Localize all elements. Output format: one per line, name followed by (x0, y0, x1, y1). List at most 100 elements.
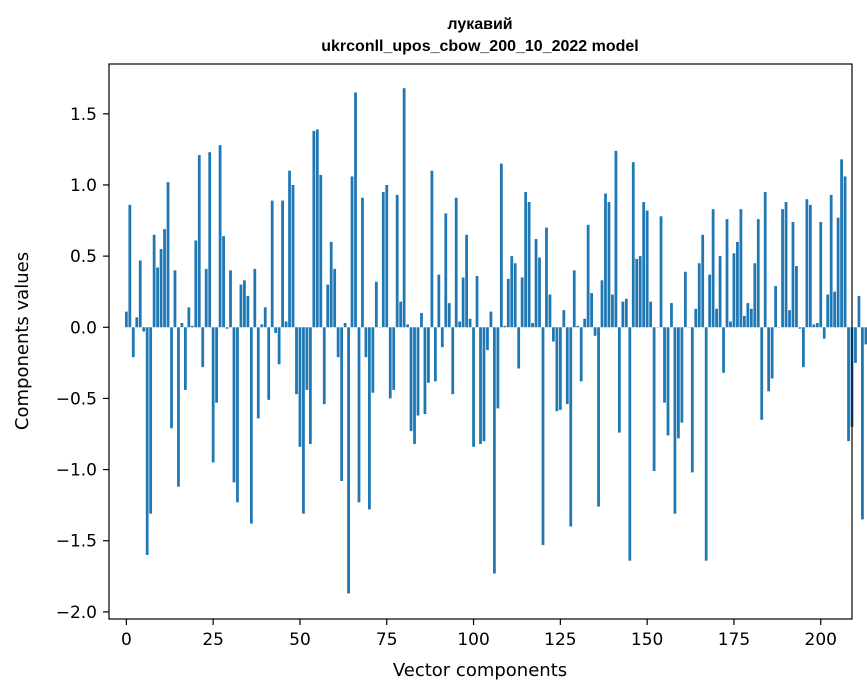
bar (371, 327, 375, 393)
bar (694, 308, 698, 328)
bar (666, 327, 670, 436)
bar (284, 321, 288, 328)
bar (659, 216, 663, 328)
bar (416, 327, 420, 416)
bar (572, 270, 576, 328)
bar (451, 327, 455, 395)
bar (690, 327, 694, 473)
bar (319, 175, 323, 328)
bar (843, 176, 847, 328)
bar (183, 327, 187, 390)
bar (836, 217, 840, 328)
bar (781, 209, 784, 328)
bar (406, 324, 409, 328)
bar (652, 327, 656, 471)
bar (447, 303, 451, 328)
bar (621, 301, 625, 328)
x-tick-label: 25 (202, 630, 224, 650)
bar (736, 241, 739, 328)
bar (558, 327, 562, 410)
bar (763, 192, 767, 328)
x-tick-label: 125 (544, 630, 576, 650)
bar (482, 327, 486, 442)
bar (298, 327, 302, 447)
bar (239, 284, 243, 328)
bar (784, 202, 788, 328)
bar (156, 267, 159, 328)
bar (305, 327, 309, 390)
bar (815, 323, 819, 328)
bar (479, 327, 482, 444)
bar (145, 327, 149, 555)
bar (124, 311, 128, 328)
bar (402, 88, 406, 328)
bar (312, 130, 316, 328)
bar (861, 327, 864, 520)
bar (708, 274, 712, 328)
bar (197, 155, 201, 328)
bar (847, 327, 850, 442)
bar (281, 200, 284, 328)
bar (829, 194, 833, 328)
bar (368, 327, 371, 510)
bar (131, 327, 135, 358)
bar (354, 92, 357, 328)
bar (180, 323, 184, 328)
bar (704, 327, 708, 561)
bar (565, 327, 569, 405)
bar (739, 209, 743, 328)
x-tick-label: 50 (289, 630, 311, 650)
bar (524, 192, 528, 328)
bar (833, 291, 837, 328)
x-tick-label: 0 (121, 630, 132, 650)
bar (423, 327, 427, 415)
bar (291, 184, 295, 328)
bar (506, 278, 510, 328)
bar (347, 327, 350, 594)
bar (274, 327, 278, 333)
bar (545, 227, 548, 328)
bar (607, 202, 611, 328)
bar (857, 295, 861, 328)
bar (864, 327, 867, 345)
bar (552, 327, 555, 342)
bar (253, 268, 257, 328)
bar (503, 325, 507, 328)
bar (277, 327, 281, 365)
bar (204, 268, 208, 328)
bar (798, 327, 802, 329)
bar (569, 327, 573, 527)
bar (288, 170, 291, 328)
y-tick-label: −2.0 (56, 603, 97, 623)
bar (322, 327, 326, 405)
plot-area-frame (108, 63, 853, 620)
bar (677, 327, 680, 439)
bar (465, 234, 468, 328)
bar (597, 327, 600, 507)
bar (357, 327, 361, 503)
y-tick-label: 0.5 (70, 247, 97, 267)
bar (680, 327, 684, 423)
bar (642, 202, 646, 328)
bar (308, 327, 312, 444)
bar (826, 294, 830, 328)
bar (468, 318, 472, 328)
bar (683, 271, 687, 328)
bar (177, 327, 180, 487)
bar (510, 256, 514, 328)
bar (263, 307, 267, 328)
bar (385, 184, 389, 328)
bar (229, 270, 232, 328)
y-tick-label: −0.5 (56, 389, 97, 409)
bar (211, 327, 215, 463)
bar (638, 256, 642, 328)
bar (840, 159, 843, 328)
bar (635, 258, 639, 328)
x-tick-label: 175 (718, 630, 750, 650)
bar (701, 234, 705, 328)
bar (267, 327, 271, 400)
bar (395, 194, 399, 328)
bar (604, 193, 607, 328)
bar (812, 324, 816, 328)
bar (260, 324, 264, 328)
